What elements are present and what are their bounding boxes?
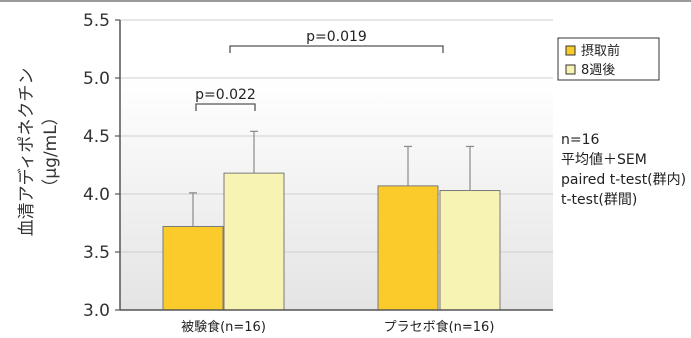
note-line: n=16 xyxy=(561,132,600,148)
y-tick-label: 5.0 xyxy=(83,69,110,89)
p-value-label: p=0.022 xyxy=(195,87,256,103)
bar-before-2 xyxy=(377,185,439,311)
y-axis-label: 血清アディポネクチン xyxy=(16,68,37,237)
error-bars xyxy=(189,130,474,227)
legend: 摂取前 8週後 xyxy=(557,37,660,81)
significance-bracket xyxy=(195,103,256,111)
significance-annotations: p=0.022 p=0.019 xyxy=(195,29,444,111)
y-tick-label: 4.5 xyxy=(83,127,110,147)
note-line: paired t-test(群内) xyxy=(561,172,686,188)
note-line: 平均値＋SEM xyxy=(561,152,647,168)
legend-swatch xyxy=(565,45,576,56)
y-tick-label: 4.0 xyxy=(83,185,110,205)
bars xyxy=(162,172,501,311)
category-label: 被験食(n=16) xyxy=(181,319,266,335)
bar-after-2 xyxy=(439,190,501,311)
notes: n=16 平均値＋SEM paired t-test(群内) t-test(群間) xyxy=(561,132,686,208)
y-tick-labels: 3.0 3.5 4.0 4.5 5.0 5.5 xyxy=(83,11,120,321)
bar-before-1 xyxy=(162,225,224,311)
legend-label: 8週後 xyxy=(581,63,615,78)
note-line: t-test(群間) xyxy=(561,192,637,208)
bar-after-1 xyxy=(223,172,285,311)
category-labels: 被験食(n=16) プラセボ食(n=16) xyxy=(181,319,494,335)
y-tick-label: 3.0 xyxy=(83,301,110,321)
legend-swatch xyxy=(565,64,576,75)
y-tick-label: 5.5 xyxy=(83,11,110,31)
category-label: プラセボ食(n=16) xyxy=(384,319,495,335)
p-value-label: p=0.019 xyxy=(306,29,367,45)
y-axis-unit: （μg/mL） xyxy=(41,108,61,195)
y-tick-label: 3.5 xyxy=(83,243,110,263)
significance-bracket xyxy=(229,45,444,53)
legend-label: 摂取前 xyxy=(581,43,620,59)
